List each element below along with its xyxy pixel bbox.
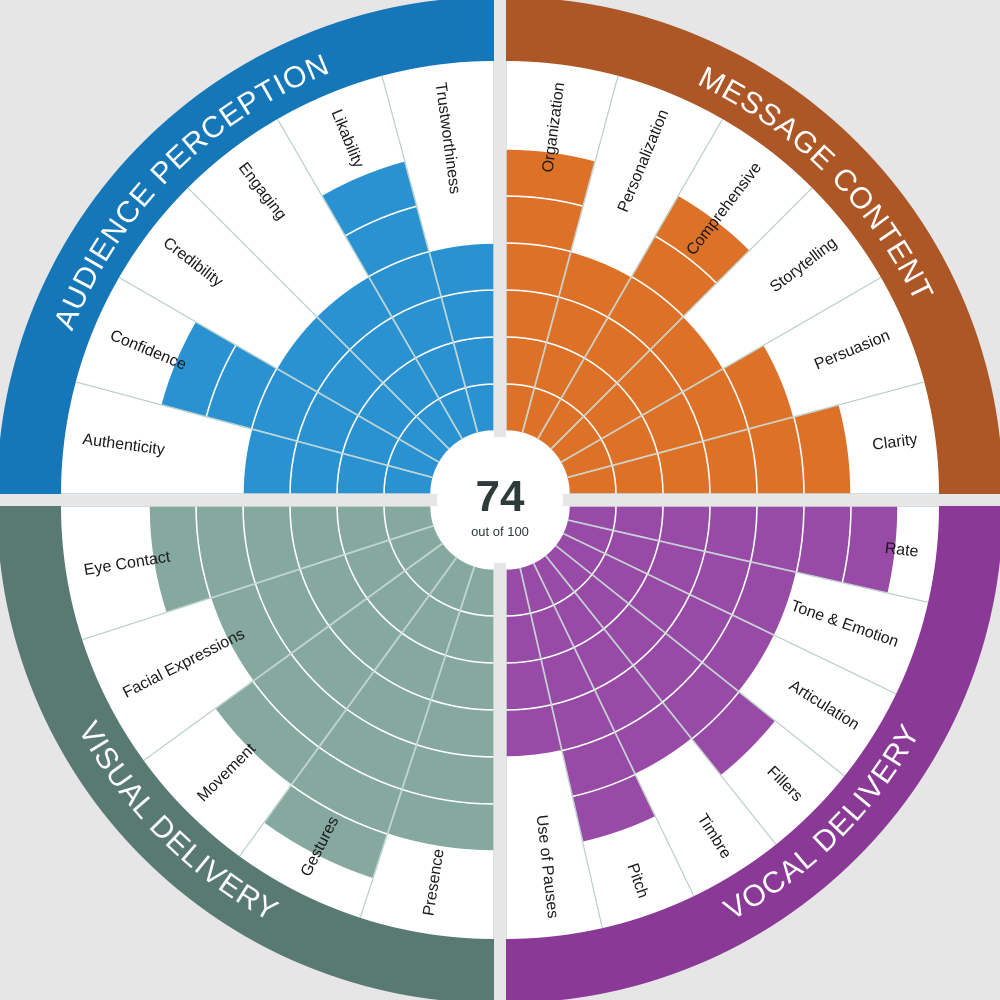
label-rate: Rate: [884, 540, 920, 561]
divider-line: [521, 75, 619, 434]
bar-use-of-pauses: [506, 703, 563, 758]
divider-line: [359, 565, 476, 918]
bar-rate: [795, 506, 852, 584]
score-bars: [148, 148, 899, 880]
score-value: 74: [476, 472, 525, 521]
divider-line: [554, 544, 845, 777]
divider-line: [532, 562, 695, 897]
bar-clarity: [747, 415, 805, 494]
center-disc: [437, 437, 563, 563]
label-clarity: Clarity: [871, 431, 918, 454]
bar-trustworthiness: [428, 242, 494, 298]
divider-line: [276, 118, 464, 440]
grid-lines: [61, 61, 939, 939]
divider-line: [536, 118, 724, 440]
divider-line: [519, 567, 603, 929]
divider-line: [239, 556, 458, 857]
bar-rate: [749, 506, 805, 574]
divider-line: [82, 524, 435, 641]
divider-line: [567, 519, 929, 603]
score-subtitle: out of 100: [471, 524, 529, 539]
divider-line: [562, 532, 897, 695]
center-score: 74 out of 100: [437, 437, 563, 563]
divider-line: [143, 542, 444, 761]
divider-line: [560, 276, 882, 464]
bar-clarity: [792, 403, 852, 494]
divider-line: [187, 187, 450, 450]
bar-organization: [506, 195, 585, 253]
divider-line: [550, 187, 813, 450]
divider-line: [381, 75, 479, 434]
divider-line: [544, 554, 777, 845]
divider-line: [566, 381, 925, 479]
divider-line: [75, 381, 434, 479]
bar-eye-contact: [148, 506, 212, 614]
divider-line: [118, 276, 440, 464]
